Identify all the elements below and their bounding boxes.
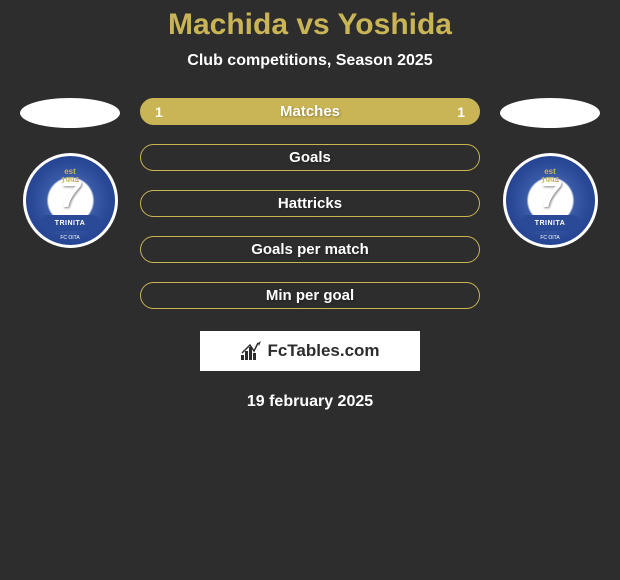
stats-column: 1 Matches 1 Goals Hattricks Goals per ma…: [140, 98, 480, 309]
stat-label: Min per goal: [266, 287, 354, 304]
stat-right-value: 1: [457, 104, 465, 120]
left-column: est1994 7 TRINITA FC OITA: [20, 98, 120, 248]
date-text: 19 february 2025: [0, 393, 620, 411]
stat-row-hattricks: Hattricks: [140, 190, 480, 217]
stat-label: Goals: [289, 149, 331, 166]
stat-label: Hattricks: [278, 195, 342, 212]
chart-icon: [240, 341, 262, 361]
stat-row-min-per-goal: Min per goal: [140, 282, 480, 309]
stat-label: Matches: [280, 103, 340, 120]
badge-city: FC OITA: [540, 235, 559, 241]
page-title: Machida vs Yoshida: [0, 8, 620, 42]
stat-row-goals: Goals: [140, 144, 480, 171]
main-container: Machida vs Yoshida Club competitions, Se…: [0, 0, 620, 411]
badge-numeral: 7: [540, 174, 560, 216]
stat-row-goals-per-match: Goals per match: [140, 236, 480, 263]
right-team-badge: est1994 7 TRINITA FC OITA: [503, 153, 598, 248]
badge-team-name: TRINITA: [40, 215, 100, 231]
left-ellipse-placeholder: [20, 98, 120, 128]
badge-team-name: TRINITA: [520, 215, 580, 231]
right-ellipse-placeholder: [500, 98, 600, 128]
badge-numeral: 7: [60, 174, 80, 216]
stat-label: Goals per match: [251, 241, 369, 258]
subtitle: Club competitions, Season 2025: [0, 52, 620, 70]
main-area: est1994 7 TRINITA FC OITA 1 Matches 1 Go…: [0, 98, 620, 309]
stat-left-value: 1: [155, 104, 163, 120]
right-column: est1994 7 TRINITA FC OITA: [500, 98, 600, 248]
badge-inner: est1994 7 TRINITA FC OITA: [506, 156, 595, 245]
badge-city: FC OITA: [60, 235, 79, 241]
badge-inner: est1994 7 TRINITA FC OITA: [26, 156, 115, 245]
stat-row-matches: 1 Matches 1: [140, 98, 480, 125]
brand-box: FcTables.com: [200, 331, 420, 371]
brand-name: FcTables.com: [267, 341, 379, 361]
left-team-badge: est1994 7 TRINITA FC OITA: [23, 153, 118, 248]
